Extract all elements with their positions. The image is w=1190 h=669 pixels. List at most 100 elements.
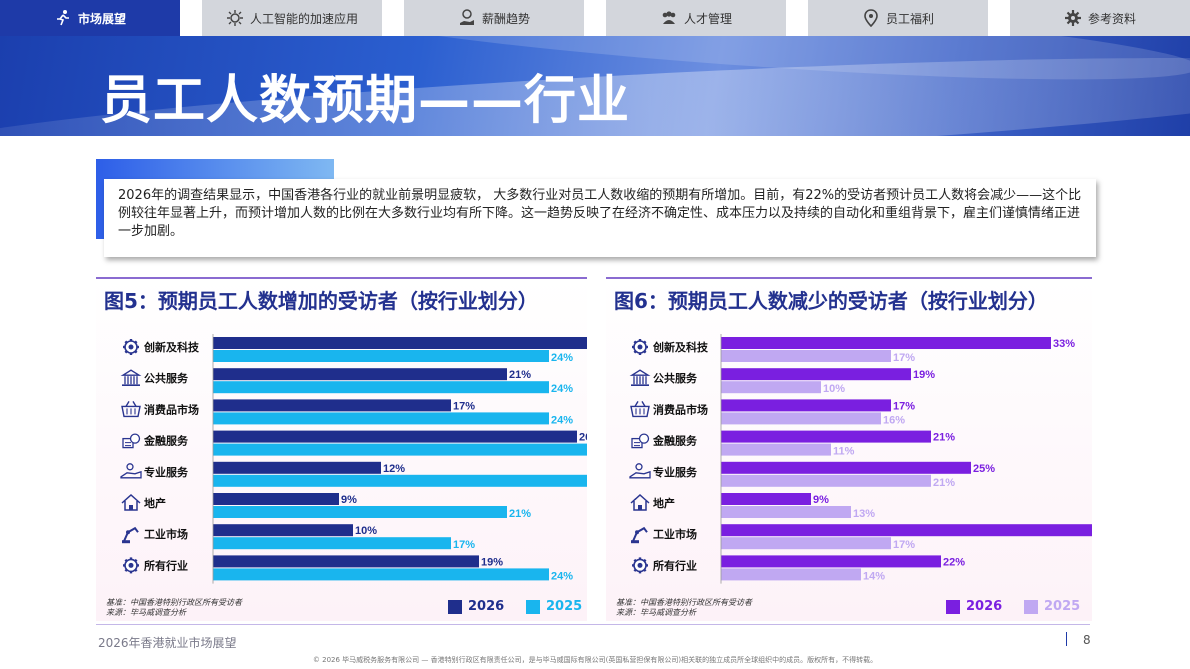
title-banner: 员工人数预期——行业 (0, 36, 1190, 136)
data-label-2025: 24% (551, 352, 573, 364)
tab-label: 薪酬趋势 (481, 11, 530, 26)
data-label-2025: 17% (453, 539, 475, 551)
data-label-2026: 25% (973, 463, 995, 475)
chart-panel-decrease: 图6：预期员工人数减少的受访者（按行业划分） 创新及科技 33% 17% 公共服务 19… (606, 277, 1092, 621)
footer-report-name: 2026年香港就业市场展望 (98, 636, 237, 650)
factory-robot-icon (631, 526, 648, 544)
all-industries-gear-icon (123, 557, 139, 574)
tab-references[interactable]: 参考资料 (1010, 0, 1190, 36)
data-label-2026: 17% (453, 400, 475, 412)
category-label: 公共服务 (144, 371, 189, 385)
bar-2025 (721, 474, 931, 487)
tab-employee-benefits[interactable]: 员工福利 (808, 0, 988, 36)
location-pin-icon (864, 9, 878, 27)
innovation-gear-icon (123, 339, 139, 355)
intro-text-box: 2026年的调查结果显示，中国香港各行业的就业前景明显疲软， 大多数行业对员工人… (104, 179, 1096, 257)
bar-2025 (213, 443, 587, 456)
bar-2026 (721, 555, 941, 568)
legend-swatch (1024, 599, 1038, 614)
tab-label: 参考资料 (1087, 11, 1136, 26)
intro-text: 2026年的调查结果显示，中国香港各行业的就业前景明显疲软， 大多数行业对员工人… (118, 188, 1082, 239)
bar-2025 (721, 443, 831, 456)
copyright-notice: © 2026 毕马威税务服务有限公司 — 香港特别行政区有限责任公司，是与毕马威… (312, 656, 878, 664)
public-building-icon (120, 369, 142, 386)
bar-2026 (721, 493, 811, 505)
category-label: 消费品市场 (144, 402, 199, 416)
bar-2025 (721, 506, 851, 518)
bar-2025 (213, 506, 507, 518)
tab-salary-trends[interactable]: 薪酬趋势 (404, 0, 584, 36)
data-label-2025: 24% (551, 414, 573, 426)
bar-2025 (213, 537, 451, 550)
bar-2025 (721, 381, 821, 394)
top-navigation: 市场展望 人工智能的加速应用 薪酬趋势 人才管理 员工福利 (0, 0, 1190, 36)
legend-swatch (448, 599, 462, 614)
factory-robot-icon (122, 526, 139, 544)
data-label-2025: 14% (863, 570, 885, 582)
data-label-2026: 12% (383, 463, 405, 475)
bar-2026 (213, 524, 353, 537)
bar-2026 (213, 461, 381, 474)
bar-2026 (721, 399, 891, 412)
tab-label: 人才管理 (683, 11, 732, 26)
bar-2026 (721, 524, 1092, 537)
category-label: 创新及科技 (652, 340, 709, 354)
people-icon (662, 11, 676, 24)
data-label-2026: 33% (1053, 338, 1075, 350)
bar-2025 (721, 568, 861, 581)
tab-talent-management[interactable]: 人才管理 (606, 0, 786, 36)
data-label-2025: 24% (551, 570, 573, 582)
data-label-2026: 17% (893, 400, 915, 412)
bar-chart-increase: 创新及科技29%24%公共服务21%24%消费品市场17%24%金融服务26%2… (120, 334, 587, 584)
category-label: 所有行业 (653, 558, 697, 572)
data-label-2025: 17% (893, 352, 915, 364)
chart-title: 图5：预期员工人数增加的受访者（按行业划分） (104, 289, 538, 313)
chart-panel-increase: 图5：预期员工人数增加的受访者（按行业划分） 创新及科技29%24%公共服务21… (96, 277, 587, 621)
bar-2026 (213, 430, 577, 443)
page-number: 8 (1083, 633, 1091, 647)
bar-chart-decrease: 创新及科技 33% 17% 公共服务 19% 10% 消费品市场 17% 16% 金融服务 21% 1… (629, 334, 1092, 584)
professional-hand-icon (120, 463, 142, 479)
data-label-2026: 22% (943, 556, 965, 568)
data-label-2025: 13% (853, 508, 875, 520)
category-label: 创新及科技 (143, 340, 200, 354)
bar-2025 (721, 412, 881, 425)
footer-divider (96, 624, 1090, 625)
category-label: 工业市场 (653, 527, 697, 541)
bar-2026 (721, 461, 971, 474)
legend-2025: 2025 (1024, 599, 1080, 614)
page-title: 员工人数预期——行业 (100, 71, 631, 131)
data-label-2025: 10% (823, 383, 845, 395)
bar-2025 (721, 537, 891, 550)
data-label-2026: 21% (509, 369, 531, 381)
chart-source-note: 来源：毕马威调查分析 (616, 608, 696, 617)
ai-chip-icon (226, 10, 243, 26)
data-label-2026: 9% (341, 494, 357, 506)
data-label-2026: 19% (913, 369, 935, 381)
bar-2025 (213, 568, 549, 581)
tab-market-outlook[interactable]: 市场展望 (0, 0, 180, 36)
legend-2026: 2026 (946, 599, 1002, 614)
shopping-basket-icon (630, 401, 650, 418)
category-label: 专业服务 (144, 465, 189, 479)
public-building-icon (629, 369, 651, 386)
gear-icon (1064, 10, 1081, 26)
tab-label: 人工智能的加速应用 (249, 11, 358, 26)
data-label-2026: 26% (579, 432, 587, 444)
category-label: 金融服务 (652, 434, 698, 448)
footer-separator (1066, 632, 1067, 646)
data-label-2026: 21% (933, 432, 955, 444)
bar-2026 (213, 337, 587, 349)
bar-2026 (213, 368, 507, 381)
bar-2026 (213, 555, 479, 568)
tab-ai-adoption[interactable]: 人工智能的加速应用 (202, 0, 382, 36)
house-icon (121, 493, 141, 511)
legend-label: 2026 (468, 599, 505, 614)
bar-2026 (721, 368, 911, 381)
all-industries-gear-icon (632, 557, 648, 574)
tab-label: 市场展望 (77, 11, 126, 26)
data-label-2026: 9% (813, 494, 829, 506)
chart-base-note: 基准：中国香港特别行政区所有受访者 (106, 598, 242, 607)
category-label: 专业服务 (653, 465, 698, 479)
coins-icon (631, 433, 650, 449)
